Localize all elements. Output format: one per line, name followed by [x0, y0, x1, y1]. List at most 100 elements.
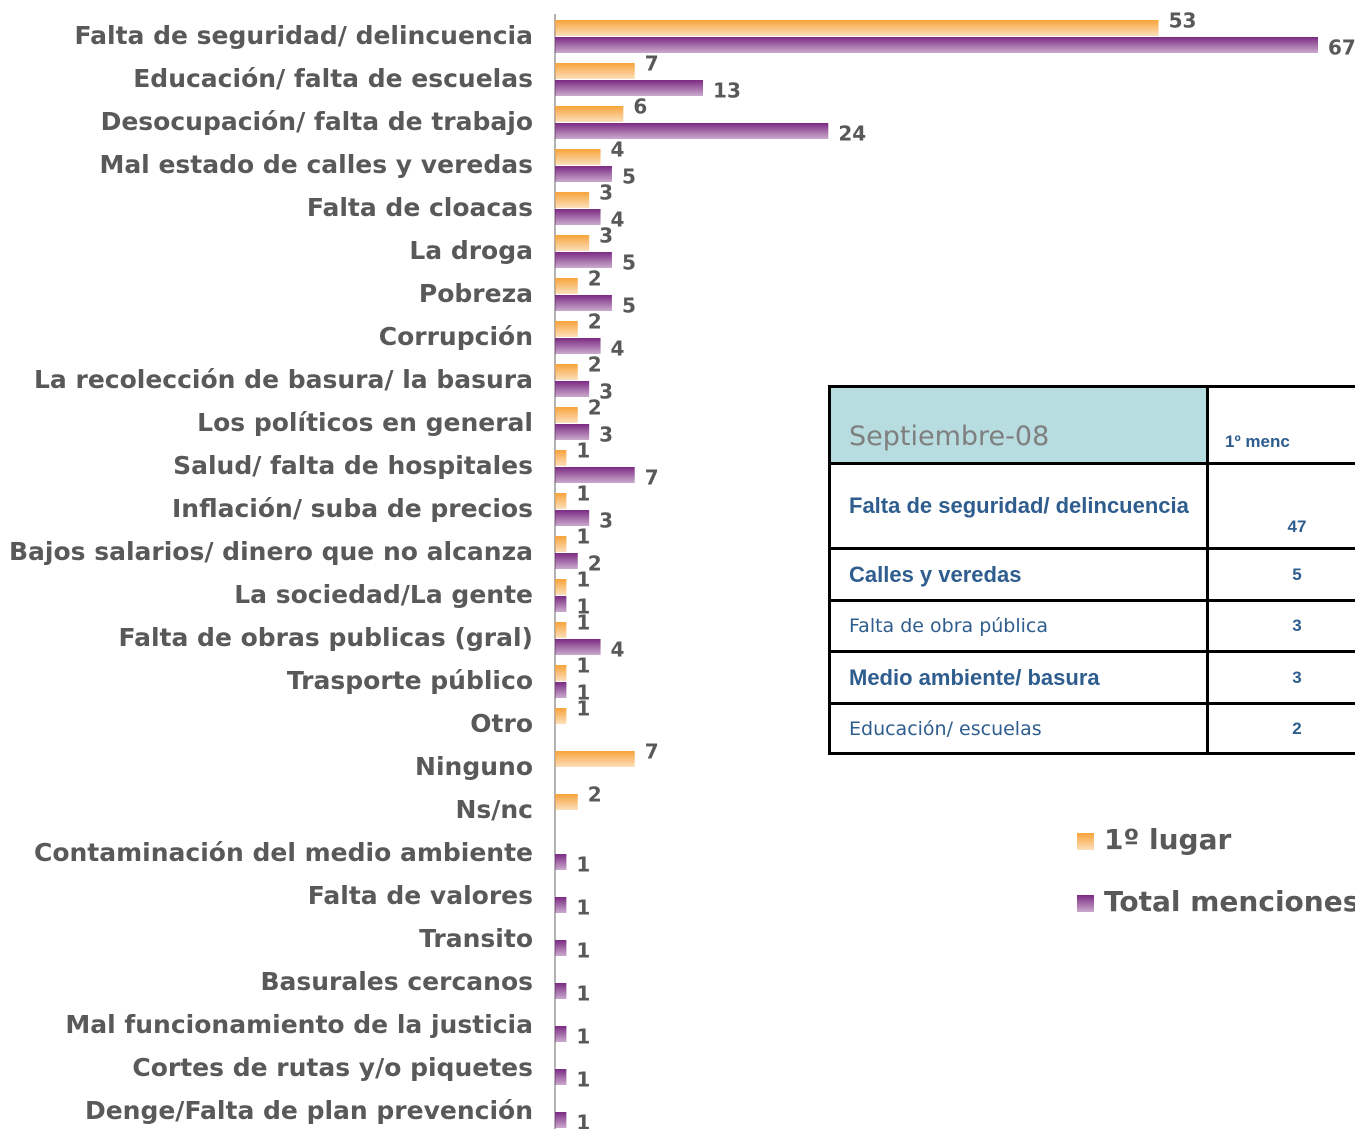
bar: [555, 708, 567, 724]
category-label: Falta de valores: [308, 881, 533, 910]
table-header: 1º menc: [1206, 385, 1355, 465]
table-cell: Educación/ escuelas: [828, 702, 1209, 755]
bar: [555, 338, 601, 354]
legend-swatch: [1077, 895, 1094, 912]
category-label: Desocupación/ falta de trabajo: [101, 107, 533, 136]
value-label: 3: [599, 380, 613, 404]
value-label: 2: [588, 552, 602, 576]
bar: [555, 682, 567, 698]
value-label: 3: [599, 224, 613, 248]
bar: [555, 192, 590, 208]
bar: [555, 235, 590, 251]
bar: [555, 622, 567, 638]
summary-table: Septiembre-08 1º menc Falta de seguridad…: [828, 385, 1355, 755]
value-label: 1: [576, 482, 590, 506]
legend-swatch: [1077, 833, 1094, 850]
value-label: 1: [576, 896, 590, 920]
table-cell: 47: [1206, 462, 1355, 550]
bar: [555, 63, 635, 79]
value-label: 1: [576, 1025, 590, 1049]
value-label: 1: [576, 654, 590, 678]
value-label: 1: [576, 939, 590, 963]
value-label: 3: [599, 509, 613, 533]
value-label: 5: [622, 294, 636, 318]
legend-label: 1º lugar: [1104, 823, 1231, 856]
value-label: 7: [645, 466, 659, 490]
table-header: Septiembre-08: [828, 385, 1209, 465]
category-label: Bajos salarios/ dinero que no alcanza: [9, 537, 533, 566]
category-label: Salud/ falta de hospitales: [173, 451, 533, 480]
value-label: 4: [611, 638, 625, 662]
bar: [555, 381, 590, 397]
bar: [555, 579, 567, 595]
bar: [555, 1112, 567, 1128]
value-label: 1: [576, 1068, 590, 1092]
value-label: 6: [633, 95, 647, 119]
table-cell: 5: [1206, 547, 1355, 602]
value-label: 24: [838, 122, 866, 146]
table-cell: Falta de seguridad/ delincuencia: [828, 462, 1209, 550]
value-label: 4: [611, 208, 625, 232]
category-label: Otro: [470, 709, 533, 738]
value-label: 2: [588, 267, 602, 291]
category-label: Cortes de rutas y/o piquetes: [132, 1053, 533, 1082]
bar: [555, 123, 829, 139]
bar: [555, 983, 567, 999]
category-label: Contaminación del medio ambiente: [34, 838, 533, 867]
bar: [555, 364, 578, 380]
category-label: Basurales cercanos: [260, 967, 533, 996]
category-label: Ns/nc: [455, 795, 533, 824]
value-label: 13: [713, 79, 741, 103]
bar: [555, 295, 612, 311]
value-label: 1: [576, 525, 590, 549]
category-label: Falta de seguridad/ delincuencia: [75, 21, 533, 50]
bar: [555, 106, 624, 122]
bar: [555, 424, 590, 440]
bar: [555, 321, 578, 337]
category-label: Falta de obras publicas (gral): [118, 623, 533, 652]
bar: [555, 467, 635, 483]
bar: [555, 493, 567, 509]
bar: [555, 553, 578, 569]
bar: [555, 1069, 567, 1085]
category-label: Falta de cloacas: [307, 193, 533, 222]
bar: [555, 407, 578, 423]
category-label: Mal funcionamiento de la justicia: [65, 1010, 533, 1039]
value-label: 1: [576, 568, 590, 592]
value-label: 1: [576, 595, 590, 619]
category-label: Ninguno: [415, 752, 533, 781]
value-label: 5: [622, 165, 636, 189]
legend-label: Total menciones: [1104, 885, 1355, 918]
bar: [555, 639, 601, 655]
bar: [555, 252, 612, 268]
value-label: 1: [576, 1111, 590, 1129]
table-cell: Falta de obra pública: [828, 599, 1209, 653]
value-label: 2: [588, 310, 602, 334]
value-label: 2: [588, 396, 602, 420]
value-label: 7: [645, 740, 659, 764]
value-label: 4: [611, 138, 625, 162]
bar: [555, 897, 567, 913]
category-label: Transito: [419, 924, 533, 953]
value-label: 3: [599, 181, 613, 205]
category-label: La droga: [409, 236, 533, 265]
category-label: La sociedad/La gente: [234, 580, 533, 609]
value-label: 2: [588, 353, 602, 377]
category-label: La recolección de basura/ la basura: [34, 365, 533, 394]
bar: [555, 80, 704, 96]
category-label: Inflación/ suba de precios: [172, 494, 533, 523]
bar: [555, 209, 601, 225]
value-label: 1: [576, 853, 590, 877]
bar: [555, 854, 567, 870]
category-label: Los políticos en general: [197, 408, 533, 437]
value-label: 53: [1169, 9, 1197, 33]
bar: [555, 665, 567, 681]
value-label: 5: [622, 251, 636, 275]
category-label: Trasporte público: [287, 666, 533, 695]
value-label: 3: [599, 423, 613, 447]
bar: [555, 450, 567, 466]
value-label: 67: [1328, 36, 1355, 60]
table-cell: 3: [1206, 650, 1355, 705]
